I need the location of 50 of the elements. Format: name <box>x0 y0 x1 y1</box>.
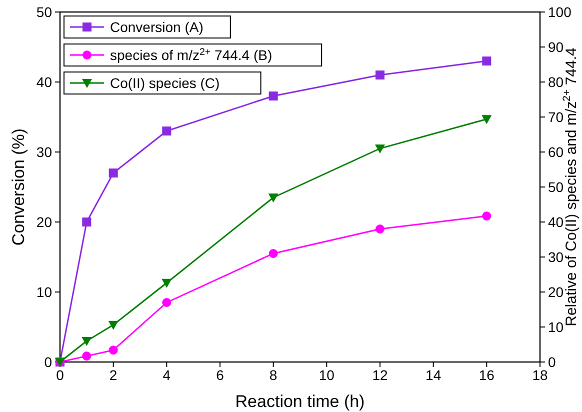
point <box>375 144 385 154</box>
x-tick-label: 6 <box>216 367 224 383</box>
legend-label: species of m/z$^{2+}$ 744.4 (B) <box>110 46 272 63</box>
point <box>162 278 172 288</box>
y-tick-label: 10 <box>36 284 52 300</box>
point <box>268 92 278 100</box>
x-tick-label: 10 <box>318 367 335 383</box>
point <box>482 56 492 66</box>
point <box>482 115 492 124</box>
y2-tick-label: 10 <box>548 319 564 335</box>
point <box>108 320 118 330</box>
point <box>268 249 278 258</box>
x-tick-label: 2 <box>109 367 118 383</box>
y-tick-label: 20 <box>36 214 52 230</box>
y2-tick-label: 40 <box>548 214 564 230</box>
point <box>482 212 492 221</box>
legend-label: Co(II) species (C) <box>110 75 220 91</box>
x-tick-label: 8 <box>269 367 278 383</box>
point <box>108 168 118 178</box>
point <box>376 224 384 234</box>
y2-tick-label: 80 <box>548 74 564 90</box>
x-tick-label: 0 <box>56 367 64 383</box>
point <box>82 218 92 226</box>
legend-label: Conversion (A) <box>110 19 204 35</box>
y2-tick-label: 30 <box>548 249 564 265</box>
x-tick-label: 4 <box>162 367 171 383</box>
point <box>108 346 118 355</box>
y2-tick-label: 60 <box>548 144 564 160</box>
point <box>82 352 92 361</box>
y2-tick-label: 90 <box>548 39 564 55</box>
x-axis-title: Reaction time (h) <box>235 392 365 411</box>
y-tick-label: 0 <box>44 354 52 370</box>
x-tick-label: 18 <box>532 367 548 383</box>
x-tick-label: 14 <box>426 367 442 383</box>
y2-tick-label: 20 <box>548 284 564 300</box>
point <box>376 70 384 80</box>
x-tick-label: 16 <box>478 367 495 383</box>
y-tick-label: 40 <box>36 74 52 90</box>
point <box>162 298 172 307</box>
y-tick-label: 30 <box>36 144 52 160</box>
point <box>162 126 172 136</box>
y2-tick-label: 50 <box>548 179 564 195</box>
y2-tick-label: 70 <box>548 109 564 125</box>
x-tick-label: 12 <box>372 367 388 383</box>
y-tick-label: 50 <box>36 4 52 20</box>
y2-tick-label: 100 <box>548 4 572 20</box>
point <box>268 194 278 202</box>
y2-tick-label: 0 <box>548 354 556 370</box>
point <box>82 337 92 346</box>
y-axis-title: Conversion (%) <box>9 128 28 246</box>
